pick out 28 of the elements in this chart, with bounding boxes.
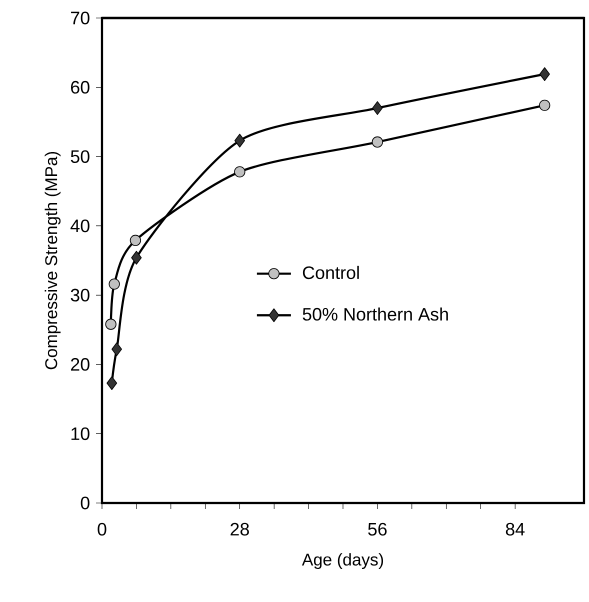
y-tick-label: 30 <box>70 288 90 302</box>
point <box>108 278 120 290</box>
point <box>131 250 142 265</box>
x-axis-title: Age (days) <box>302 553 384 569</box>
point <box>234 134 245 148</box>
legend-label: Control <box>302 266 359 280</box>
x-tick-label: 56 <box>368 522 387 536</box>
y-tick-label: 70 <box>71 12 90 24</box>
y-tick-label: 50 <box>70 150 90 163</box>
y-axis-title: Compressive Strength (MPa) <box>44 152 61 370</box>
y-tick-label: 10 <box>71 427 90 440</box>
x-tick-label: 0 <box>98 522 106 536</box>
point <box>372 101 383 115</box>
y-tick-label: 20 <box>71 358 90 371</box>
point <box>539 100 550 111</box>
y-tick-label: 0 <box>80 496 90 510</box>
x-tick-label: 84 <box>506 522 525 536</box>
point <box>111 342 122 356</box>
y-tick-label: 40 <box>70 219 90 232</box>
point <box>105 318 116 330</box>
point <box>539 67 550 82</box>
point <box>234 166 246 178</box>
point <box>130 234 142 246</box>
x-tick-label: 28 <box>230 522 249 536</box>
y-tick-label: 60 <box>71 80 90 94</box>
point <box>372 136 384 148</box>
legend-label: 50% Northern Ash <box>302 307 448 321</box>
point <box>106 376 118 390</box>
